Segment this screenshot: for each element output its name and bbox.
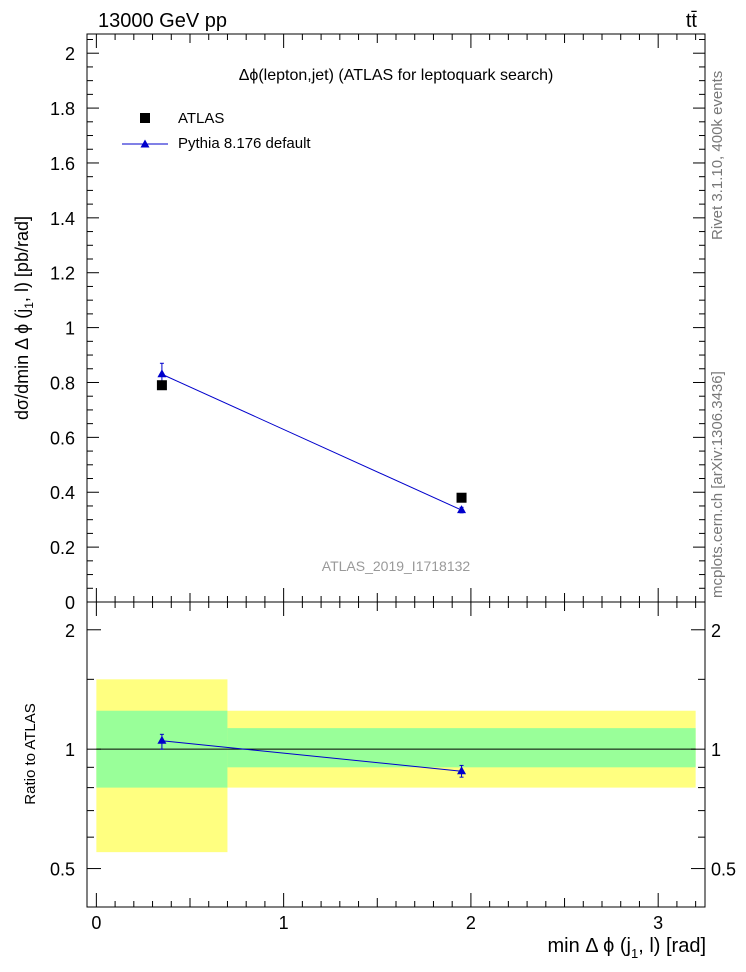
main-data-point	[156, 380, 167, 391]
ratio-xtick-label: 1	[279, 913, 289, 933]
main-ytick-label: 0.6	[50, 428, 75, 448]
main-ylabel-sub: 1	[22, 302, 36, 309]
ratio-ytick-label-right: 2	[711, 621, 721, 641]
main-ylabel-rest: , l) [pb/rad]	[12, 216, 32, 302]
ratio-ylabel: Ratio to ATLAS	[22, 703, 39, 804]
main-ytick-label: 0.2	[50, 538, 75, 558]
main-ytick-label: 1.6	[50, 154, 75, 174]
legend-atlas-label: ATLAS	[178, 110, 224, 127]
ratio-mc-point	[457, 766, 467, 775]
ratio-ytick-label-right: 1	[711, 740, 721, 760]
ratio-xtick-label: 3	[653, 913, 663, 933]
main-ylabel: dσ/dmin Δ ϕ (j1, l) [pb/rad]	[12, 216, 36, 420]
main-marks: 0 0.2 0.4 0.6 0.8 1 1.2 1.4 1.6 1.8 2	[50, 34, 705, 613]
main-ytick-label: 0.4	[50, 483, 75, 503]
energy-label: 13000 GeV pp	[98, 10, 227, 32]
main-panel: 0 0.2 0.4 0.6 0.8 1 1.2 1.4 1.6 1.8 2 Δϕ(lepton,je…	[12, 33, 706, 613]
ratio-xlabel-rest: , l) [rad]	[638, 935, 706, 957]
ratio-ytick-label: 0.5	[50, 860, 75, 880]
main-ytick-label: 1.8	[50, 99, 75, 119]
main-ytick-label: 1.2	[50, 264, 75, 284]
main-ytick-label: 1	[65, 319, 75, 339]
ratio-band-inner	[227, 728, 696, 768]
process-label: tt̄	[686, 10, 698, 32]
ratio-xtick-label: 0	[91, 913, 101, 933]
legend-atlas-marker	[140, 113, 150, 123]
ratio-xlabel-main: min Δ ϕ (j	[548, 935, 631, 957]
ratio-ytick-label-right: 0.5	[711, 860, 736, 880]
main-mc-line	[161, 373, 462, 511]
legend-mc-label: Pythia 8.176 default	[178, 135, 311, 152]
ratio-mc-point	[157, 735, 167, 744]
ratio-xlabel: min Δ ϕ (j1, l) [rad]	[548, 935, 707, 961]
ratio-marks: 0.5 0.5 1 1 2 2 0 1 2 3	[50, 602, 736, 933]
main-ytick-label: 0	[65, 593, 75, 613]
main-ytick-label: 2	[65, 44, 75, 64]
main-mc-point	[457, 505, 467, 514]
ratio-xtick-label: 2	[466, 913, 476, 933]
ratio-frame	[86, 601, 706, 908]
main-title: Δϕ(lepton,jet) (ATLAS for leptoquark sea…	[239, 67, 554, 84]
ratio-ytick-label: 2	[65, 621, 75, 641]
main-mc-point	[157, 369, 167, 378]
mcplots-label: mcplots.cern.ch [arXiv:1306.3436]	[709, 371, 726, 598]
main-data-point	[456, 492, 467, 503]
main-ytick-label: 1.4	[50, 209, 75, 229]
main-ylabel-main: dσ/dmin Δ ϕ (j	[12, 309, 32, 420]
analysis-label: ATLAS_2019_I1718132	[322, 558, 471, 574]
legend-mc-marker	[140, 139, 150, 148]
ratio-mc-line	[161, 740, 462, 772]
rivet-label: Rivet 3.1.10, 400k events	[709, 71, 726, 240]
ratio-panel: 0.5 0.5 1 1 2 2 0 1 2 3 Ratio to ATLAS min Δ ϕ (j…	[22, 601, 736, 961]
ratio-xlabel-sub: 1	[631, 946, 638, 961]
legend: ATLAS Pythia 8.176 default	[122, 110, 311, 152]
main-ytick-label: 0.8	[50, 373, 75, 393]
ratio-ytick-label: 1	[65, 740, 75, 760]
